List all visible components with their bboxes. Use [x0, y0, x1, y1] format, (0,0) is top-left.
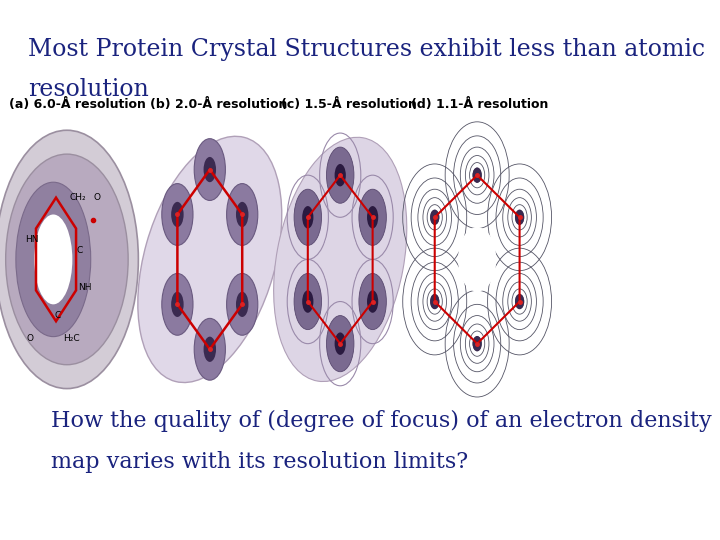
Ellipse shape	[171, 202, 184, 227]
Ellipse shape	[194, 319, 225, 380]
Text: (d) 1.1-Å resolution: (d) 1.1-Å resolution	[411, 98, 549, 111]
Ellipse shape	[458, 227, 496, 292]
Text: (c) 1.5-Å resolution: (c) 1.5-Å resolution	[281, 98, 417, 111]
Ellipse shape	[430, 210, 439, 225]
Text: (b) 2.0-Å resolution: (b) 2.0-Å resolution	[150, 98, 287, 111]
Ellipse shape	[302, 206, 313, 228]
Ellipse shape	[227, 184, 258, 245]
Ellipse shape	[0, 130, 138, 389]
Text: HN: HN	[24, 235, 38, 244]
Ellipse shape	[515, 210, 524, 225]
Ellipse shape	[6, 154, 128, 364]
Text: C: C	[76, 246, 82, 255]
Ellipse shape	[236, 292, 248, 317]
Ellipse shape	[227, 273, 258, 335]
Ellipse shape	[294, 189, 322, 245]
Ellipse shape	[171, 292, 184, 317]
Text: resolution: resolution	[28, 78, 149, 102]
Ellipse shape	[138, 136, 282, 382]
Ellipse shape	[35, 214, 72, 305]
Text: NH: NH	[78, 283, 91, 292]
Ellipse shape	[194, 139, 225, 200]
Ellipse shape	[326, 147, 354, 203]
Ellipse shape	[294, 273, 322, 329]
Ellipse shape	[236, 202, 248, 227]
Ellipse shape	[430, 294, 439, 309]
Ellipse shape	[359, 273, 387, 329]
Text: C: C	[54, 311, 60, 320]
Ellipse shape	[326, 315, 354, 372]
Text: H₂C: H₂C	[63, 334, 79, 342]
Ellipse shape	[323, 226, 358, 293]
Text: map varies with its resolution limits?: map varies with its resolution limits?	[51, 451, 468, 473]
Ellipse shape	[204, 336, 216, 362]
Ellipse shape	[162, 273, 193, 335]
Ellipse shape	[515, 294, 524, 309]
Text: Most Protein Crystal Structures exhibit less than atomic: Most Protein Crystal Structures exhibit …	[28, 38, 706, 61]
Text: CH₂: CH₂	[70, 193, 86, 202]
Ellipse shape	[367, 291, 378, 313]
Ellipse shape	[335, 164, 346, 186]
Ellipse shape	[274, 137, 407, 382]
Text: How the quality of (degree of focus) of an electron density: How the quality of (degree of focus) of …	[51, 410, 712, 433]
Ellipse shape	[472, 336, 482, 352]
Ellipse shape	[204, 157, 216, 182]
Text: O: O	[27, 334, 34, 342]
Ellipse shape	[367, 206, 378, 228]
Ellipse shape	[192, 224, 228, 294]
Ellipse shape	[16, 182, 91, 336]
Ellipse shape	[335, 333, 346, 355]
Ellipse shape	[472, 167, 482, 183]
Ellipse shape	[162, 184, 193, 245]
Text: (a) 6.0-Å resolution: (a) 6.0-Å resolution	[9, 98, 145, 111]
Text: O: O	[94, 193, 100, 202]
Ellipse shape	[359, 189, 387, 245]
Ellipse shape	[302, 291, 313, 313]
